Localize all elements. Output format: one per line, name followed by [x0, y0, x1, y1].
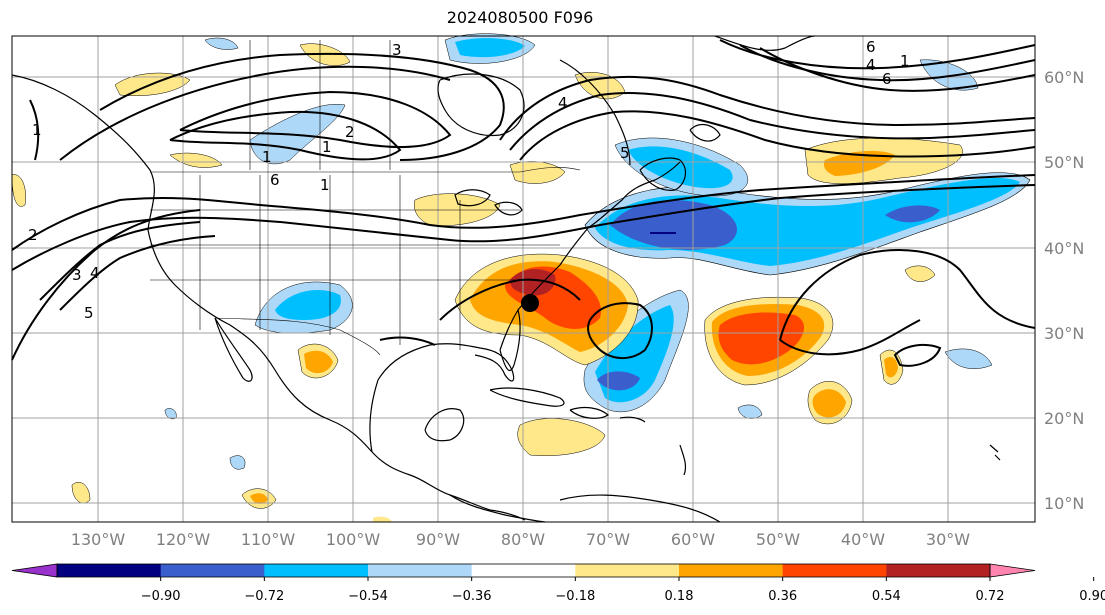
lon-label: 130°W — [71, 530, 126, 549]
map-title: 2024080500 F096 — [446, 8, 594, 27]
contour-label: 1 — [322, 138, 332, 156]
lon-label: 110°W — [241, 530, 296, 549]
contour-label: 1 — [32, 121, 42, 139]
lon-label: 40°W — [841, 530, 885, 549]
colorbar-extend-low — [11, 563, 58, 578]
lon-label: 90°W — [416, 530, 460, 549]
contour-label: 3 — [392, 41, 402, 59]
contour-label: 5 — [84, 304, 94, 322]
contour-label: 2 — [28, 226, 38, 244]
lon-label: 70°W — [586, 530, 630, 549]
plot-frame — [11, 35, 1036, 523]
colorbar-segment — [471, 564, 576, 577]
lat-label: 50°N — [1044, 153, 1084, 172]
contour-label: 6 — [866, 38, 876, 56]
contour-label: 1 — [900, 52, 910, 70]
lon-label: 100°W — [326, 530, 381, 549]
contour-label: 4 — [90, 264, 100, 282]
colorbar-segment — [368, 564, 473, 577]
contour-label: 2 — [345, 123, 355, 141]
colorbar-tick-label: −0.36 — [452, 589, 492, 604]
colorbar-extend-high — [989, 563, 1036, 578]
contour-label: 4 — [866, 56, 876, 74]
lat-label: 30°N — [1044, 324, 1084, 343]
colorbar-segment — [57, 564, 162, 577]
colorbar-segment — [886, 564, 991, 577]
colorbar-labels: −0.90 −0.72 −0.54 −0.36 −0.18 0.18 0.36 0.54 0.7… — [141, 589, 1105, 604]
coastlines — [11, 35, 1001, 523]
colorbar-tick-label: −0.54 — [348, 589, 388, 604]
contour-label: 6 — [882, 70, 892, 88]
colorbar-segment — [679, 564, 784, 577]
graticule — [12, 36, 1035, 522]
colorbar-tick-label: −0.90 — [141, 589, 181, 604]
colorbar-segment — [160, 564, 265, 577]
colorbar-frame — [56, 563, 991, 578]
lat-label: 60°N — [1044, 68, 1084, 87]
lon-label: 120°W — [156, 530, 211, 549]
contour-label: 1 — [320, 176, 330, 194]
contour-label: 5 — [620, 144, 630, 162]
colorbar-segments — [11, 563, 1036, 578]
contour-label: 1 — [262, 148, 272, 166]
contour-label: 4 — [558, 94, 568, 112]
lat-label: 20°N — [1044, 409, 1084, 428]
lon-label: 30°W — [926, 530, 970, 549]
colorbar-segment — [264, 564, 369, 577]
colorbar-tick-label: 0.18 — [665, 589, 694, 604]
lon-label: 80°W — [501, 530, 545, 549]
borders — [150, 40, 581, 356]
lat-label: 40°N — [1044, 239, 1084, 258]
colorbar-tick-label: 0.90 — [1079, 589, 1105, 604]
longitude-labels: 130°W 120°W 110°W 100°W 90°W 80°W 70°W 6… — [71, 530, 970, 549]
colorbar-tick-label: −0.72 — [244, 589, 284, 604]
colorbar-tick-label: −0.18 — [555, 589, 595, 604]
colorbar-segment — [782, 564, 887, 577]
colorbar: −0.90 −0.72 −0.54 −0.36 −0.18 0.18 0.36 0.54 0.7… — [11, 563, 1105, 604]
contour-label: 3 — [72, 266, 82, 284]
latitude-labels: 60°N 50°N 40°N 30°N 20°N 10°N — [1044, 68, 1084, 513]
colorbar-segment — [575, 564, 680, 577]
colorbar-tick-label: 0.54 — [872, 589, 901, 604]
lon-label: 60°W — [671, 530, 715, 549]
colorbar-tick-label: 0.72 — [976, 589, 1005, 604]
lat-label: 10°N — [1044, 494, 1084, 513]
lon-label: 50°W — [756, 530, 800, 549]
storm-position-marker — [521, 294, 539, 312]
contour-label-group: 1 2 3 4 5 6 1 1 1 2 3 4 5 6 1 4 6 — [28, 38, 910, 322]
contour-label: 6 — [270, 171, 280, 189]
contour-lines — [11, 39, 1036, 367]
colorbar-tick-label: 0.36 — [768, 589, 797, 604]
colorbar-ticks — [160, 577, 1095, 581]
